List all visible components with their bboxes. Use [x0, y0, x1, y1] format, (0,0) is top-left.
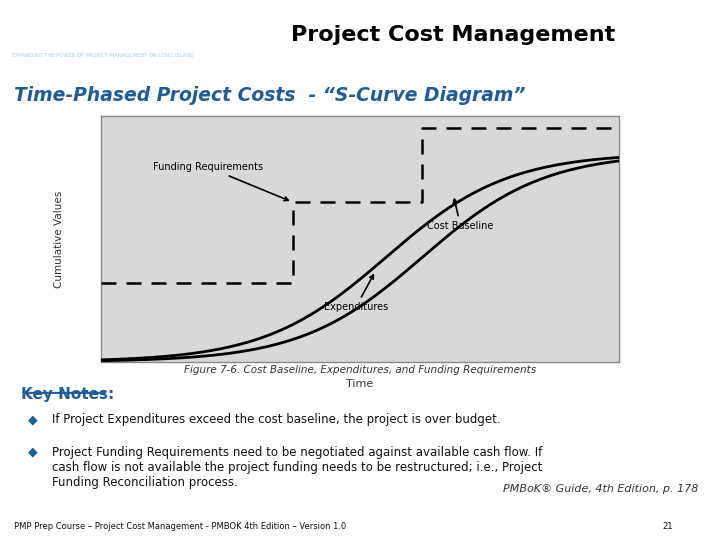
Text: If Project Expenditures exceed the cost baseline, the project is over budget.: If Project Expenditures exceed the cost … [53, 413, 501, 426]
Text: ◆: ◆ [28, 413, 38, 426]
Text: Long Island Chapter: Long Island Chapter [89, 30, 166, 39]
Text: PMP Prep Course – Project Cost Management - PMBOK 4th Edition – Version 1.0: PMP Prep Course – Project Cost Managemen… [14, 522, 346, 531]
Text: Time: Time [346, 379, 374, 389]
Text: Time-Phased Project Costs  - “S-Curve Diagram”: Time-Phased Project Costs - “S-Curve Dia… [14, 86, 526, 105]
Text: Key Notes:: Key Notes: [22, 387, 114, 402]
Text: Expenditures: Expenditures [324, 275, 388, 312]
Text: Project Management Institute: Project Management Institute [89, 18, 203, 27]
Text: Figure 7-6. Cost Baseline, Expenditures, and Funding Requirements: Figure 7-6. Cost Baseline, Expenditures,… [184, 366, 536, 375]
Text: Cumulative Values: Cumulative Values [54, 190, 64, 288]
Text: Cost Baseline: Cost Baseline [428, 199, 494, 231]
Text: ◆: ◆ [28, 446, 38, 458]
Text: Funding Requirements: Funding Requirements [153, 162, 288, 201]
Text: PMBoK® Guide, 4th Edition, p. 178: PMBoK® Guide, 4th Edition, p. 178 [503, 484, 698, 495]
Text: Project Funding Requirements need to be negotiated against available cash flow. : Project Funding Requirements need to be … [53, 446, 543, 489]
Text: 21: 21 [662, 522, 673, 531]
Text: PMI: PMI [18, 17, 65, 37]
Text: EXPANDING THE POWER OF PROJECT MANAGEMENT ON LONG ISLAND: EXPANDING THE POWER OF PROJECT MANAGEMEN… [12, 53, 194, 58]
Text: Project Cost Management: Project Cost Management [292, 25, 616, 45]
